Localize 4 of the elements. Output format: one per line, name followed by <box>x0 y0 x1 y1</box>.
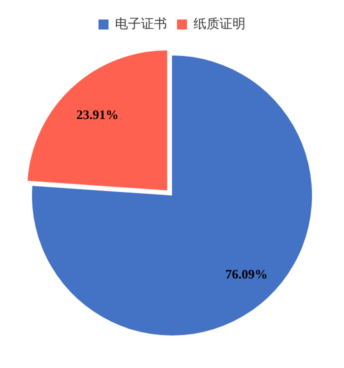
legend-label: 电子证书 <box>115 16 167 32</box>
data-label: 76.09% <box>225 266 268 282</box>
legend-label: 纸质证明 <box>194 16 246 32</box>
data-label: 23.91% <box>76 107 119 122</box>
